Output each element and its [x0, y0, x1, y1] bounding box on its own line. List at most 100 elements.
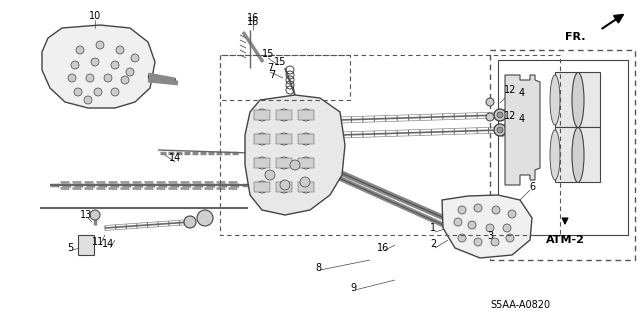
Bar	[276, 110, 292, 120]
Bar	[298, 134, 314, 144]
Bar	[254, 158, 270, 168]
Ellipse shape	[572, 127, 584, 182]
Circle shape	[256, 181, 268, 193]
Circle shape	[265, 170, 275, 180]
Circle shape	[486, 113, 494, 121]
Circle shape	[290, 160, 300, 170]
Circle shape	[121, 76, 129, 84]
Text: ATM-2: ATM-2	[545, 235, 584, 245]
Circle shape	[458, 206, 466, 214]
Circle shape	[91, 58, 99, 66]
Text: 2: 2	[430, 239, 436, 249]
Circle shape	[104, 74, 112, 82]
Circle shape	[300, 133, 312, 145]
Circle shape	[278, 181, 290, 193]
Bar	[555, 72, 600, 127]
Text: 10: 10	[89, 11, 101, 21]
Circle shape	[300, 181, 312, 193]
Circle shape	[184, 216, 196, 228]
Text: 13: 13	[80, 210, 92, 220]
Polygon shape	[442, 195, 532, 258]
Circle shape	[508, 210, 516, 218]
Text: 1: 1	[430, 223, 436, 233]
Bar	[555, 127, 600, 182]
Circle shape	[458, 234, 466, 242]
Circle shape	[68, 74, 76, 82]
Circle shape	[90, 210, 100, 220]
Text: 16: 16	[247, 17, 259, 27]
Circle shape	[278, 109, 290, 121]
Circle shape	[74, 88, 82, 96]
Circle shape	[256, 157, 268, 169]
Bar	[298, 110, 314, 120]
Circle shape	[486, 224, 494, 232]
Text: 4: 4	[519, 114, 525, 124]
Ellipse shape	[550, 75, 560, 125]
Bar	[254, 134, 270, 144]
Bar	[254, 110, 270, 120]
Text: 16: 16	[377, 243, 389, 253]
Circle shape	[86, 74, 94, 82]
Circle shape	[492, 206, 500, 214]
Bar	[298, 158, 314, 168]
Circle shape	[497, 112, 503, 118]
Circle shape	[494, 124, 506, 136]
Bar	[490, 50, 635, 260]
Polygon shape	[245, 95, 345, 215]
Circle shape	[506, 234, 514, 242]
Circle shape	[300, 177, 310, 187]
Text: 16: 16	[247, 13, 259, 23]
Ellipse shape	[550, 130, 560, 180]
Circle shape	[131, 54, 139, 62]
Polygon shape	[42, 25, 155, 108]
Text: 5: 5	[67, 243, 73, 253]
Circle shape	[94, 88, 102, 96]
Text: 3: 3	[487, 231, 493, 241]
Circle shape	[474, 238, 482, 246]
Circle shape	[454, 218, 462, 226]
Circle shape	[497, 127, 503, 133]
Bar	[78, 235, 94, 255]
Circle shape	[197, 210, 213, 226]
Circle shape	[116, 46, 124, 54]
Circle shape	[468, 221, 476, 229]
Text: 15: 15	[274, 57, 286, 67]
Circle shape	[71, 61, 79, 69]
Circle shape	[76, 46, 84, 54]
Text: 15: 15	[262, 49, 274, 59]
Bar	[498, 60, 628, 235]
Polygon shape	[505, 75, 540, 185]
Circle shape	[256, 133, 268, 145]
Circle shape	[111, 61, 119, 69]
Circle shape	[474, 204, 482, 212]
Bar	[254, 182, 270, 192]
Text: 6: 6	[529, 182, 535, 192]
Circle shape	[486, 98, 494, 106]
Circle shape	[280, 180, 290, 190]
Text: 9: 9	[350, 283, 356, 293]
Text: S5AA-A0820: S5AA-A0820	[490, 300, 550, 310]
Text: 14: 14	[169, 153, 181, 163]
Circle shape	[494, 109, 506, 121]
Ellipse shape	[572, 73, 584, 127]
Bar	[276, 182, 292, 192]
Text: 12: 12	[504, 111, 516, 121]
Text: 12: 12	[504, 85, 516, 95]
Text: 4: 4	[519, 88, 525, 98]
Circle shape	[111, 88, 119, 96]
Circle shape	[300, 109, 312, 121]
Circle shape	[256, 109, 268, 121]
Bar	[298, 182, 314, 192]
Circle shape	[278, 157, 290, 169]
Circle shape	[278, 133, 290, 145]
Text: 11: 11	[92, 237, 104, 247]
Circle shape	[126, 68, 134, 76]
Text: 7: 7	[267, 63, 273, 73]
Circle shape	[491, 238, 499, 246]
Circle shape	[300, 157, 312, 169]
Circle shape	[503, 224, 511, 232]
Text: 8: 8	[315, 263, 321, 273]
Bar	[276, 158, 292, 168]
Circle shape	[84, 96, 92, 104]
Text: 14: 14	[102, 239, 114, 249]
